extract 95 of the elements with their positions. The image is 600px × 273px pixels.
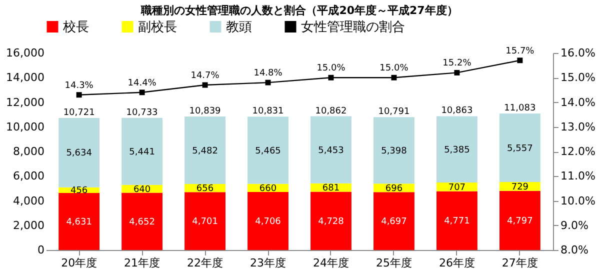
x-tick-label: 22年度 bbox=[187, 256, 224, 270]
point bbox=[391, 74, 397, 80]
legend-label: 女性管理職の割合 bbox=[301, 20, 405, 35]
data-label: 5,398 bbox=[381, 146, 408, 156]
y2-tick-label: 11.0% bbox=[560, 170, 596, 183]
data-label: 4,652 bbox=[129, 217, 155, 228]
y2-tick-label: 10.0% bbox=[560, 194, 596, 208]
point bbox=[76, 92, 82, 98]
bar bbox=[184, 116, 226, 184]
data-label: 15.0% bbox=[380, 64, 409, 74]
bar bbox=[310, 116, 352, 184]
data-label: 4,797 bbox=[507, 216, 533, 226]
bar bbox=[310, 192, 352, 250]
data-label: 707 bbox=[448, 182, 466, 193]
x-tick-label: 27年度 bbox=[502, 256, 538, 270]
point bbox=[454, 70, 460, 76]
total-label: 10,839 bbox=[189, 106, 222, 117]
data-label: 15.7% bbox=[506, 46, 535, 56]
y2-tick-label: 9.0% bbox=[560, 218, 588, 232]
data-label: 14.3% bbox=[64, 80, 94, 91]
bar bbox=[122, 118, 163, 185]
data-label: 5,634 bbox=[66, 148, 92, 159]
data-label: 729 bbox=[511, 182, 529, 192]
data-label: 4,631 bbox=[66, 217, 92, 228]
point bbox=[265, 80, 271, 86]
data-label: 5,441 bbox=[129, 147, 155, 158]
x-tick-label: 23年度 bbox=[250, 256, 286, 270]
total-label: 10,721 bbox=[63, 108, 95, 118]
data-label: 640 bbox=[133, 184, 151, 195]
y-tick-label: 0 bbox=[38, 244, 44, 256]
y2-tick-label: 12.0% bbox=[560, 145, 596, 158]
point bbox=[517, 58, 523, 64]
data-label: 5,465 bbox=[255, 146, 281, 156]
point bbox=[202, 82, 208, 88]
y2-tick-label: 16.0% bbox=[560, 46, 596, 60]
y2-tick-label: 15.0% bbox=[560, 71, 596, 84]
x-tick-label: 25年度 bbox=[376, 256, 412, 270]
bar bbox=[436, 191, 478, 250]
y-tick-label: 10,000 bbox=[6, 120, 44, 134]
data-label: 15.0% bbox=[316, 64, 346, 74]
data-label: 5,385 bbox=[444, 145, 470, 156]
data-label: 4,728 bbox=[318, 216, 344, 227]
data-label: 5,453 bbox=[318, 146, 344, 156]
data-label: 4,706 bbox=[255, 217, 282, 228]
bar bbox=[436, 116, 478, 183]
data-label: 696 bbox=[385, 184, 403, 194]
data-label: 5,482 bbox=[192, 146, 218, 156]
data-label: 4,701 bbox=[192, 217, 218, 228]
legend-label: 副校長 bbox=[138, 20, 177, 35]
y-tick-label: 12,000 bbox=[6, 96, 44, 109]
bar bbox=[58, 192, 100, 250]
bar bbox=[248, 192, 288, 250]
y-tick-label: 2,000 bbox=[13, 218, 44, 232]
y-tick-label: 8,000 bbox=[13, 145, 44, 158]
data-label: 4,697 bbox=[381, 217, 407, 228]
data-label: 14.7% bbox=[190, 71, 220, 82]
bar bbox=[499, 190, 540, 250]
data-label: 14.4% bbox=[128, 78, 157, 88]
bar bbox=[122, 192, 163, 250]
bar bbox=[436, 182, 478, 192]
data-label: 4,771 bbox=[444, 216, 470, 227]
data-label: 5,557 bbox=[507, 144, 533, 154]
point bbox=[139, 90, 145, 96]
x-tick-label: 26年度 bbox=[438, 256, 475, 270]
point bbox=[328, 74, 334, 80]
bar bbox=[184, 192, 226, 250]
data-label: 681 bbox=[322, 184, 340, 194]
data-label: 656 bbox=[196, 184, 214, 194]
data-label: 14.8% bbox=[254, 68, 283, 79]
x-tick-label: 21年度 bbox=[124, 256, 160, 270]
bar bbox=[499, 114, 540, 182]
data-label: 15.2% bbox=[442, 58, 472, 69]
y-tick-label: 16,000 bbox=[6, 46, 44, 60]
chart-title: 職種別の女性管理職の人数と割合（平成20年度～平成27年度） bbox=[140, 4, 458, 17]
legend-label: 教頭 bbox=[226, 20, 252, 35]
total-label: 10,831 bbox=[252, 106, 284, 117]
bar bbox=[374, 192, 414, 250]
total-label: 11,083 bbox=[504, 104, 536, 114]
bar bbox=[58, 118, 100, 188]
bar bbox=[374, 117, 414, 184]
legend-label: 校長 bbox=[62, 20, 89, 35]
y2-tick-label: 13.0% bbox=[560, 120, 596, 134]
y-tick-label: 6,000 bbox=[13, 170, 44, 183]
bar bbox=[248, 116, 288, 184]
x-tick-label: 24年度 bbox=[312, 256, 349, 270]
data-label: 660 bbox=[259, 184, 277, 194]
y-tick-label: 4,000 bbox=[13, 194, 44, 208]
y2-tick-label: 8.0% bbox=[560, 244, 588, 256]
total-label: 10,733 bbox=[126, 108, 158, 118]
x-tick-label: 20年度 bbox=[61, 256, 98, 270]
total-label: 10,863 bbox=[441, 106, 473, 116]
total-label: 10,862 bbox=[315, 106, 347, 116]
y2-tick-label: 14.0% bbox=[560, 96, 596, 109]
y-tick-label: 14,000 bbox=[6, 71, 44, 84]
total-label: 10,791 bbox=[378, 107, 410, 118]
